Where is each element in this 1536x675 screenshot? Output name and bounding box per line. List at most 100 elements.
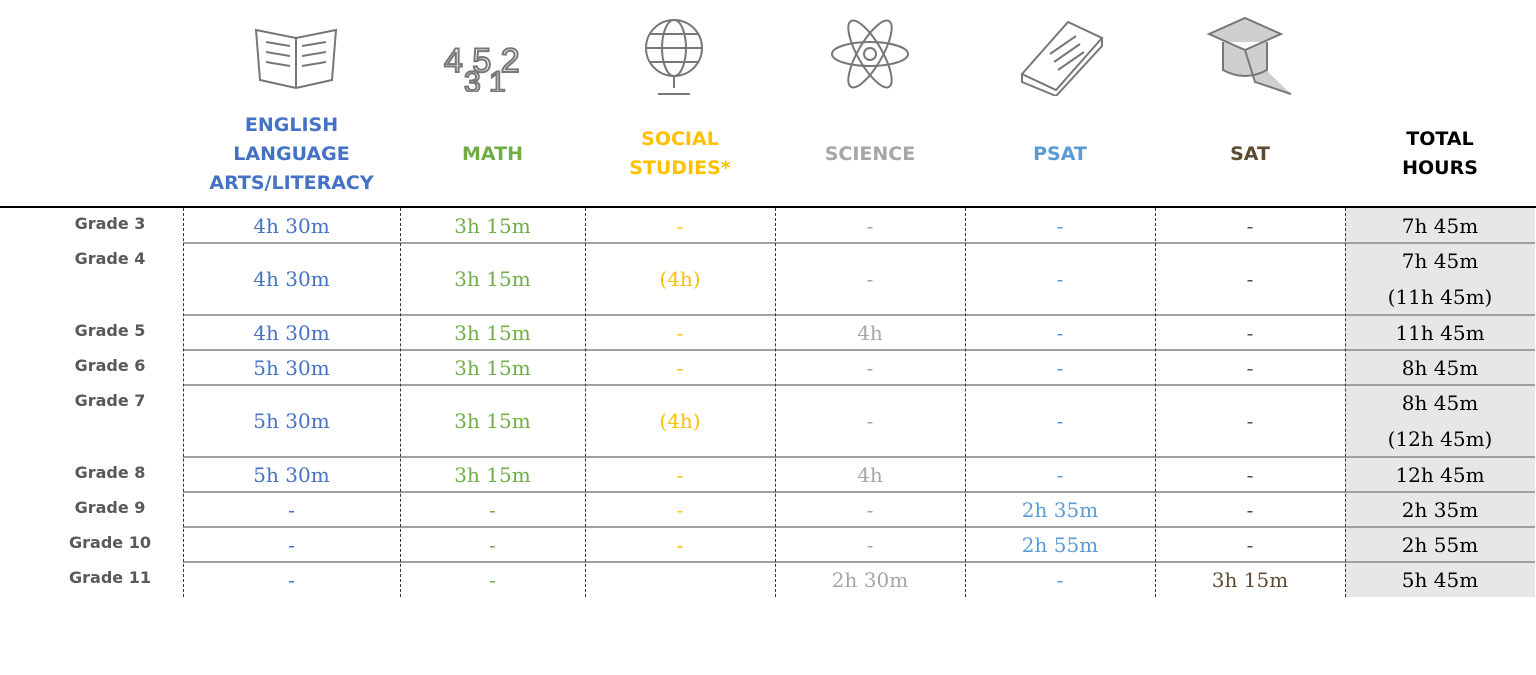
grade-label: Grade 9 [74,498,146,517]
cell: 3h 15m [454,320,531,345]
grade-label: Grade 6 [74,356,146,375]
row-rule [183,561,1535,563]
cell-line: 2h 35m [1401,497,1479,522]
grade-label: Grade 5 [74,321,146,340]
cell: 8h 45m (12h 45m) [1345,385,1535,457]
total-background [1345,208,1535,597]
column-header: SAT [1230,142,1270,165]
cell: - [1056,355,1064,380]
cell: - [1246,532,1254,557]
cell: - [1056,213,1064,238]
row-rule [183,314,1535,316]
column-header: PSAT [1033,142,1087,165]
cell-line: 11h 45m [1395,320,1485,345]
cell-line: 7h 45m [1401,213,1479,238]
cell: - [1246,320,1254,345]
cell: - [676,355,684,380]
grade-label: Grade 3 [74,214,146,233]
cell-line: 7h 45m [1401,249,1479,273]
column-header: SCIENCE [824,142,916,165]
cell: 3h 15m [454,409,531,433]
cell: 12h 45m [1345,457,1535,492]
grade-label: Grade 7 [74,391,146,410]
cell: 2h 35m [1021,497,1099,522]
cell-line: 8h 45m [1401,391,1479,415]
cell: 5h 30m [253,409,330,433]
column-header: SOCIAL STUDIES* [629,128,731,179]
cell: - [676,462,684,487]
grade-label: Grade 11 [69,568,151,587]
cell: - [489,497,496,522]
cell: 2h 55m [1021,532,1099,557]
cell: (4h) [659,409,701,433]
cell: 7h 45m [1345,208,1535,243]
cell: 2h 30m [831,567,909,592]
cell: 3h 15m [454,462,531,487]
cell: (4h) [659,267,701,291]
row-rule [183,242,1535,244]
cell-line: 2h 55m [1401,532,1479,557]
cell: - [1056,320,1064,345]
cell-line: (11h 45m) [1387,285,1493,309]
cell: - [1056,567,1064,592]
cell: - [1246,355,1254,380]
cell: - [676,532,684,557]
cell: 11h 45m [1345,315,1535,350]
cell: - [1246,213,1254,238]
cell [585,562,775,597]
cell: 3h 15m [1211,567,1289,592]
grade-label: Grade 8 [74,463,146,482]
cell: 4h [857,320,883,345]
cell: - [866,213,874,238]
cell: - [1246,409,1254,433]
cell: 4h 30m [253,320,330,345]
cell-line: 12h 45m [1395,462,1485,487]
cell: - [288,567,295,592]
cell: - [489,567,496,592]
column-separator [400,208,401,597]
cell: - [1056,409,1064,433]
svg-text:3 1: 3 1 [464,66,506,92]
row-rule [183,456,1535,458]
cell: - [1246,462,1254,487]
cell: - [676,497,684,522]
numbers-icon: 4 5 23 1 [443,41,521,92]
column-header: TOTAL HOURS [1402,128,1478,179]
svg-text:4 5 2: 4 5 2 [444,42,520,80]
cell: - [866,355,874,380]
globe-icon [645,19,703,95]
atom-icon [831,19,909,89]
cell: 4h 30m [253,213,330,238]
test-booklet-icon [1020,20,1104,96]
row-rule [183,349,1535,351]
grade-label: Grade 10 [69,533,151,552]
cell-line: 5h 45m [1401,567,1479,592]
row-rule [183,384,1535,386]
cell: 5h 30m [253,355,330,380]
cell: 2h 35m [1345,492,1535,527]
book-icon [254,28,338,90]
cell: 3h 15m [454,267,531,291]
cell: - [676,213,684,238]
cell: - [1246,497,1254,522]
cell: 7h 45m (11h 45m) [1345,243,1535,315]
cell: - [866,267,874,291]
column-separator [1345,208,1346,597]
cell: - [1056,267,1064,291]
grade-label: Grade 4 [74,249,146,268]
cell: - [1056,462,1064,487]
column-header: MATH [462,142,523,165]
cell: - [288,497,295,522]
cell: - [866,532,874,557]
cell-line: 8h 45m [1401,355,1479,380]
graduation-cap-icon [1206,16,1292,95]
column-separator [585,208,586,597]
cell-line: (12h 45m) [1387,427,1493,451]
cell: 3h 15m [454,355,531,380]
cell: - [489,532,496,557]
cell: 2h 55m [1345,527,1535,562]
header-rule [0,206,1536,208]
column-separator [1155,208,1156,597]
cell: 5h 30m [253,462,330,487]
